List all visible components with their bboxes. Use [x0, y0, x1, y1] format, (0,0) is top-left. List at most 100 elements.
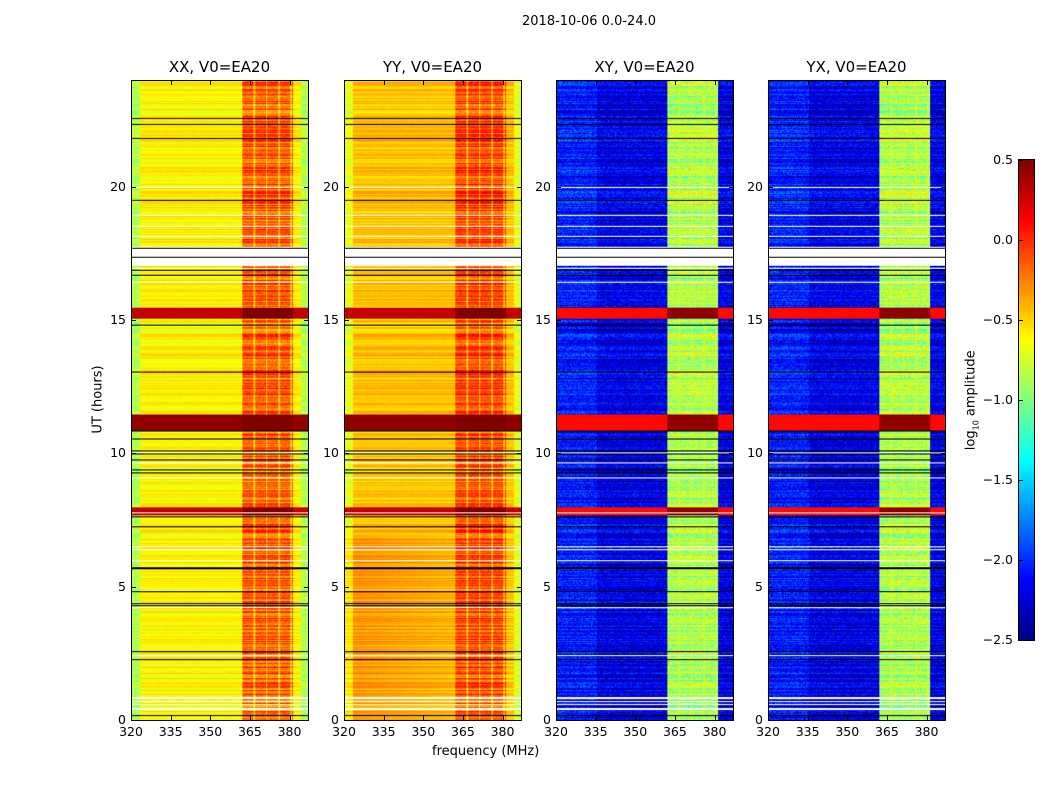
colorbar-tick-mark — [1019, 480, 1023, 481]
x-tick-label: 380 — [702, 724, 727, 739]
x-tick-label: 350 — [623, 724, 648, 739]
x-tick-label: 335 — [795, 724, 820, 739]
y-tick-mark — [304, 720, 309, 721]
y-tick-mark — [517, 453, 522, 455]
x-tick-mark — [210, 80, 212, 85]
heatmap-panel-xy — [556, 80, 734, 721]
colorbar-tick-label: 0.0 — [993, 232, 1013, 247]
x-tick-mark — [423, 80, 425, 85]
heatmap-cells — [132, 81, 308, 720]
x-tick-mark — [674, 80, 676, 85]
x-tick-mark — [847, 715, 849, 720]
colorbar-label: log10 amplitude — [964, 340, 981, 460]
colorbar-tick-label: −2.5 — [982, 632, 1013, 647]
x-tick-mark — [249, 80, 251, 85]
y-tick-label: 0 — [543, 712, 551, 727]
x-tick-label: 320 — [119, 724, 143, 739]
x-tick-label: 365 — [874, 724, 899, 739]
y-tick-label: 10 — [323, 445, 339, 461]
heatmap-cells — [345, 81, 521, 720]
y-tick-label: 20 — [747, 178, 763, 194]
y-tick-label: 0 — [755, 712, 763, 727]
x-tick-mark — [383, 715, 385, 720]
x-tick-mark — [926, 80, 928, 85]
y-tick-mark — [304, 320, 309, 321]
y-tick-label: 15 — [323, 312, 339, 327]
x-tick-mark — [462, 80, 464, 85]
figure-title: 2018-10-06 0.0-24.0 — [522, 14, 656, 29]
y-tick-mark — [556, 720, 561, 721]
x-tick-label: 350 — [835, 724, 860, 739]
x-tick-label: 365 — [662, 724, 687, 739]
colorbar-tick-mark — [1019, 320, 1023, 321]
x-tick-mark — [344, 80, 345, 85]
x-tick-mark — [502, 80, 504, 85]
y-tick-mark — [941, 453, 946, 455]
y-axis-label: UT (hours) — [90, 365, 106, 434]
x-tick-mark — [249, 715, 251, 720]
heatmap-panel-yx — [768, 80, 946, 721]
y-tick-label: 15 — [110, 312, 126, 327]
y-tick-label: 20 — [110, 178, 126, 194]
x-tick-mark — [714, 80, 716, 85]
y-tick-mark — [768, 186, 773, 188]
x-tick-label: 365 — [450, 724, 475, 739]
x-tick-mark — [847, 80, 849, 85]
panel-title: XX, V0=EA20 — [168, 58, 271, 76]
y-tick-label: 0 — [331, 712, 339, 727]
y-tick-mark — [131, 586, 136, 588]
y-tick-mark — [517, 720, 522, 721]
y-tick-mark — [344, 453, 349, 455]
y-tick-label: 0 — [118, 712, 126, 727]
y-tick-mark — [941, 186, 946, 188]
y-tick-mark — [556, 186, 561, 188]
x-tick-mark — [886, 80, 888, 85]
y-tick-mark — [729, 586, 734, 588]
x-tick-mark — [807, 80, 809, 85]
x-tick-mark — [170, 715, 172, 720]
y-tick-mark — [131, 453, 136, 455]
y-tick-mark — [344, 720, 349, 721]
y-tick-mark — [304, 586, 309, 588]
colorbar-tick-label: −0.5 — [982, 312, 1013, 327]
y-tick-mark — [304, 186, 309, 188]
y-tick-label: 15 — [747, 312, 763, 327]
y-tick-mark — [344, 186, 349, 188]
y-tick-mark — [517, 186, 522, 188]
panel-title: YX, V0=EA20 — [806, 58, 907, 76]
x-tick-label: 380 — [277, 724, 302, 739]
x-tick-mark — [886, 715, 888, 720]
colorbar-label-rest: amplitude — [963, 350, 979, 421]
x-tick-label: 335 — [371, 724, 396, 739]
y-tick-mark — [768, 320, 773, 321]
x-tick-mark — [344, 715, 345, 720]
colorbar-label-main: log — [963, 430, 979, 451]
y-tick-label: 5 — [755, 578, 763, 594]
x-tick-mark — [674, 715, 676, 720]
x-tick-label: 380 — [490, 724, 515, 739]
x-tick-mark — [210, 715, 212, 720]
y-tick-mark — [517, 586, 522, 588]
y-tick-mark — [304, 453, 309, 455]
heatmap-cells — [557, 81, 733, 720]
x-tick-mark — [462, 715, 464, 720]
x-tick-label: 350 — [411, 724, 436, 739]
y-tick-mark — [768, 720, 773, 721]
x-tick-mark — [595, 80, 597, 85]
y-tick-label: 5 — [331, 578, 339, 594]
x-tick-mark — [714, 715, 716, 720]
heatmap-cells — [769, 81, 945, 720]
x-tick-mark — [926, 715, 928, 720]
x-tick-mark — [768, 715, 769, 720]
x-tick-mark — [289, 80, 291, 85]
x-tick-mark — [131, 80, 132, 85]
x-tick-mark — [595, 715, 597, 720]
y-tick-mark — [941, 320, 946, 321]
x-tick-mark — [556, 715, 557, 720]
colorbar — [1018, 159, 1035, 641]
y-tick-mark — [768, 586, 773, 588]
x-tick-mark — [131, 715, 132, 720]
colorbar-tick-mark — [1019, 240, 1023, 241]
y-tick-mark — [729, 453, 734, 455]
